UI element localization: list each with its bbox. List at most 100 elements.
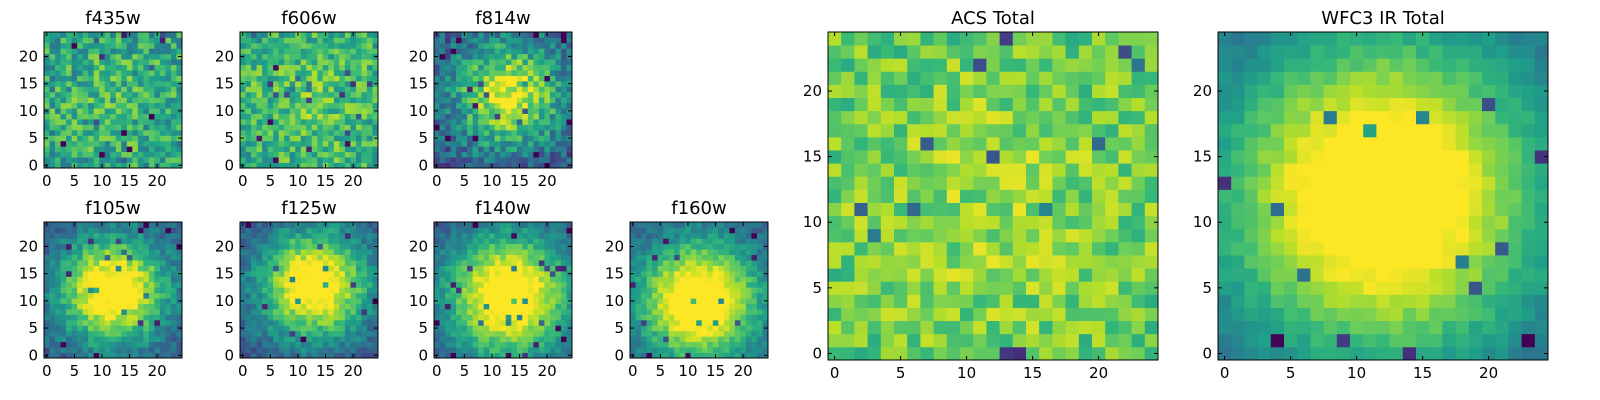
- heatmap-cell: [361, 309, 368, 315]
- heatmap-cell: [867, 333, 882, 348]
- heatmap-cell: [1039, 346, 1053, 361]
- heatmap-cell: [55, 53, 61, 60]
- heatmap-cell: [522, 162, 529, 169]
- heatmap-cell: [284, 309, 291, 315]
- heatmap-cell: [549, 75, 556, 82]
- heatmap-cell: [66, 352, 72, 359]
- heatmap-cell: [361, 91, 368, 98]
- heatmap-cell: [77, 270, 84, 277]
- heatmap-cell: [674, 347, 681, 353]
- heatmap-cell: [500, 292, 507, 299]
- heatmap-cell: [668, 232, 675, 239]
- heatmap-cell: [170, 265, 177, 272]
- heatmap-cell: [707, 249, 714, 256]
- heatmap-cell: [880, 320, 895, 335]
- heatmap-cell: [894, 255, 908, 269]
- heatmap-cell: [82, 75, 89, 82]
- heatmap-cell: [854, 333, 868, 348]
- heatmap-cell: [1012, 241, 1027, 256]
- heatmap-cell: [549, 309, 556, 315]
- heatmap-cell: [472, 254, 479, 261]
- heatmap-cell: [344, 151, 351, 158]
- heatmap-cell: [110, 135, 117, 142]
- heatmap-cell: [66, 162, 72, 169]
- heatmap-cell: [322, 48, 329, 55]
- heatmap-cell: [685, 303, 692, 310]
- heatmap-cell: [1105, 163, 1119, 177]
- heatmap-cell: [549, 227, 556, 234]
- heatmap-cell: [533, 336, 540, 343]
- heatmap-cell: [538, 336, 545, 343]
- heatmap-cell: [723, 319, 730, 326]
- heatmap-cell: [652, 281, 658, 288]
- heatmap-cell: [527, 53, 534, 60]
- heatmap-cell: [723, 243, 730, 250]
- heatmap-cell: [1052, 163, 1066, 177]
- heatmap-cell: [278, 254, 285, 261]
- heatmap-cell: [311, 249, 318, 256]
- heatmap-cell: [66, 314, 72, 321]
- heatmap-cell: [77, 287, 84, 294]
- heatmap-cell: [674, 352, 681, 359]
- heatmap-cell: [472, 352, 479, 359]
- heatmap-cell: [366, 298, 373, 304]
- heatmap-cell: [328, 265, 335, 272]
- heatmap-cell: [278, 42, 285, 49]
- heatmap-cell: [82, 140, 89, 147]
- heatmap-cell: [256, 254, 263, 261]
- heatmap-cell: [137, 319, 144, 326]
- heatmap-cell: [82, 270, 89, 277]
- heatmap-cell: [126, 330, 133, 337]
- heatmap-cell: [60, 113, 67, 120]
- heatmap-cell: [148, 53, 155, 60]
- heatmap-cell: [701, 341, 708, 348]
- heatmap-cell: [322, 347, 329, 353]
- heatmap-cell: [289, 86, 296, 93]
- heatmap-cell: [49, 80, 56, 87]
- heatmap-cell: [467, 119, 474, 125]
- heatmap-cell: [49, 276, 56, 283]
- heatmap-cell: [867, 189, 882, 203]
- heatmap-cell: [478, 292, 485, 299]
- heatmap-cell: [372, 303, 379, 310]
- heatmap-cell: [143, 325, 150, 332]
- heatmap-cell: [154, 309, 161, 315]
- heatmap-cell: [756, 232, 763, 239]
- heatmap-cell: [273, 151, 280, 158]
- heatmap-cell: [533, 265, 540, 272]
- y-tick-label: 20: [409, 237, 428, 255]
- heatmap-cell: [71, 298, 78, 304]
- heatmap-cell: [505, 227, 512, 234]
- heatmap-cell: [278, 102, 285, 109]
- heatmap-cell: [361, 336, 368, 343]
- heatmap-cell: [251, 298, 257, 304]
- heatmap-cell: [511, 303, 518, 310]
- panel-title: f160w: [671, 198, 726, 219]
- heatmap-cell: [867, 268, 882, 282]
- heatmap-cell: [245, 336, 252, 343]
- heatmap-cell: [55, 129, 61, 136]
- heatmap-cell: [663, 281, 670, 288]
- heatmap-cell: [88, 319, 95, 326]
- heatmap-cell: [372, 86, 379, 93]
- heatmap-cell: [44, 86, 50, 93]
- heatmap-cell: [49, 70, 56, 76]
- heatmap-cell: [366, 319, 373, 326]
- heatmap-cell: [256, 260, 263, 266]
- heatmap-cell: [538, 75, 545, 82]
- heatmap-cell: [273, 119, 280, 125]
- heatmap-cell: [361, 341, 368, 348]
- heatmap-cell: [66, 227, 72, 234]
- heatmap-cell: [121, 97, 128, 104]
- heatmap-cell: [93, 129, 100, 136]
- heatmap-cell: [300, 37, 307, 44]
- y-tick-label: 15: [19, 75, 38, 93]
- heatmap-cell: [880, 294, 895, 308]
- heatmap-cell: [82, 314, 89, 321]
- heatmap-cell: [355, 330, 362, 337]
- heatmap-cell: [132, 124, 139, 131]
- heatmap-cell: [538, 292, 545, 299]
- heatmap-cell: [723, 298, 730, 304]
- heatmap-cell: [137, 281, 144, 288]
- heatmap-cell: [566, 48, 573, 55]
